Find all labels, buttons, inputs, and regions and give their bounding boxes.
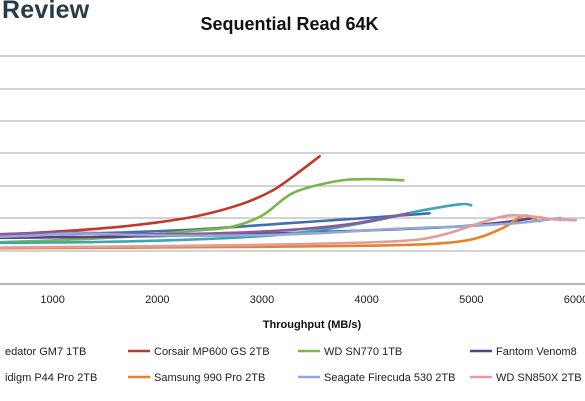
series-line: [0, 216, 562, 239]
x-tick-label: 1000: [40, 294, 64, 306]
legend-label: edator GM7 1TB: [5, 346, 86, 358]
x-tick-label: 4000: [354, 294, 378, 306]
legend-label: Corsair MP600 GS 2TB: [154, 346, 270, 358]
x-axis-label: Throughput (MB/s): [263, 319, 362, 331]
x-tick-label: 3000: [250, 294, 274, 306]
legend-label: WD SN850X 2TB: [496, 372, 582, 384]
x-tick-label: 5000: [459, 294, 483, 306]
x-tick-label: 6000: [564, 294, 585, 306]
legend: edator GM7 1TB Corsair MP600 GS 2TB WD SN7…: [5, 346, 582, 384]
chart-title: Sequential Read 64K: [0, 14, 585, 35]
chart-title-text: Sequential Read 64K: [200, 14, 379, 34]
legend-label: Seagate Firecuda 530 2TB: [324, 372, 455, 384]
series-line: [0, 214, 578, 249]
series-line: [0, 202, 473, 245]
grid-lines: [0, 55, 585, 285]
series-layer: [0, 155, 578, 250]
x-tick-label: 2000: [145, 294, 169, 306]
legend-label: Fantom Venom8: [496, 346, 577, 358]
legend-label: WD SN770 1TB: [324, 346, 402, 358]
x-axis-ticks: 1000 2000 3000 4000 5000 6000: [40, 294, 585, 306]
legend-label: idigm P44 Pro 2TB: [5, 372, 97, 384]
brand-logo-text: Review: [2, 0, 90, 24]
legend-label: Samsung 990 Pro 2TB: [154, 372, 265, 384]
series-line: [0, 177, 405, 244]
